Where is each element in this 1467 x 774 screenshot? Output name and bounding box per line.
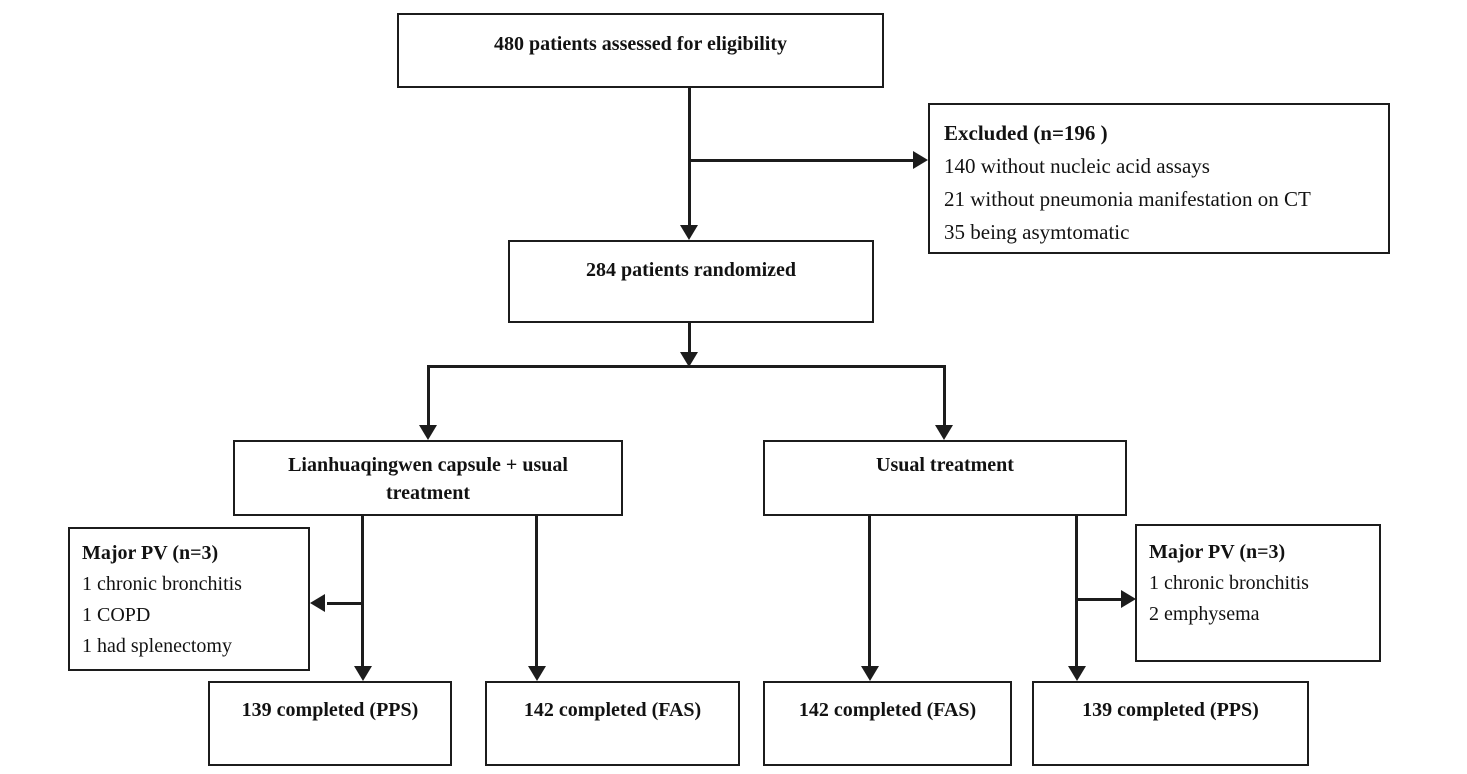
major-pv-left-item: 1 had splenectomy xyxy=(82,635,232,657)
major-pv-right-header: Major PV (n=3) xyxy=(1149,541,1286,563)
major-pv-left-item: 1 chronic bronchitis xyxy=(82,573,242,595)
completed-pps-right-label: 139 completed (PPS) xyxy=(1082,699,1259,721)
control-arm-label: Usual treatment xyxy=(876,454,1014,476)
arrowhead-down-icon xyxy=(1068,666,1086,681)
control-arm-box: Usual treatment xyxy=(763,440,1127,516)
connector-eligibility-randomized xyxy=(688,88,691,226)
completed-fas-right-label: 142 completed (FAS) xyxy=(798,699,977,721)
split-bar xyxy=(427,365,946,368)
completed-fas-left-label: 142 completed (FAS) xyxy=(523,699,702,721)
connector-randomized-split xyxy=(688,322,691,353)
arrowhead-right-icon xyxy=(913,151,928,169)
major-pv-left-item: 1 COPD xyxy=(82,604,151,626)
arrowhead-down-icon xyxy=(680,352,698,367)
eligibility-box: 480 patients assessed for eligibility xyxy=(397,13,884,88)
randomized-box: 284 patients randomized xyxy=(508,240,874,323)
connector-to-pv-right xyxy=(1077,598,1121,601)
arrowhead-down-icon xyxy=(528,666,546,681)
connector-to-pv-left xyxy=(327,602,364,605)
excluded-box: Excluded (n=196 ) 140 without nucleic ac… xyxy=(928,103,1390,254)
eligibility-label: 480 patients assessed for eligibility xyxy=(494,33,787,55)
connector-split-intervention xyxy=(427,365,430,425)
completed-pps-left-box: 139 completed (PPS) xyxy=(208,681,452,766)
major-pv-right-box: Major PV (n=3) 1 chronic bronchitis 2 em… xyxy=(1135,524,1381,662)
arrowhead-down-icon xyxy=(935,425,953,440)
arrowhead-down-icon xyxy=(354,666,372,681)
excluded-item: 35 being asymtomatic xyxy=(944,220,1130,244)
completed-pps-right-box: 139 completed (PPS) xyxy=(1032,681,1309,766)
major-pv-left-box: Major PV (n=3) 1 chronic bronchitis 1 CO… xyxy=(68,527,310,671)
connector-control-pps xyxy=(1075,515,1078,667)
connector-control-fas xyxy=(868,515,871,667)
intervention-arm-label: Lianhuaqingwen capsule + usual treatment xyxy=(288,454,568,504)
completed-fas-right-box: 142 completed (FAS) xyxy=(763,681,1012,766)
major-pv-right-item: 1 chronic bronchitis xyxy=(1149,572,1309,594)
excluded-item: 21 without pneumonia manifestation on CT xyxy=(944,187,1311,211)
arrowhead-down-icon xyxy=(419,425,437,440)
major-pv-right-item: 2 emphysema xyxy=(1149,603,1260,625)
major-pv-left-header: Major PV (n=3) xyxy=(82,542,219,564)
arrowhead-left-icon xyxy=(310,594,325,612)
excluded-item: 140 without nucleic acid assays xyxy=(944,154,1210,178)
arrowhead-right-icon xyxy=(1121,590,1136,608)
connector-split-control xyxy=(943,365,946,425)
randomized-label: 284 patients randomized xyxy=(586,259,796,281)
completed-fas-left-box: 142 completed (FAS) xyxy=(485,681,740,766)
connector-intervention-fas xyxy=(535,515,538,667)
excluded-header: Excluded (n=196 ) xyxy=(944,121,1108,145)
connector-intervention-pps xyxy=(361,515,364,667)
intervention-arm-box: Lianhuaqingwen capsule + usual treatment xyxy=(233,440,623,516)
completed-pps-left-label: 139 completed (PPS) xyxy=(241,699,419,721)
arrowhead-down-icon xyxy=(680,225,698,240)
arrowhead-down-icon xyxy=(861,666,879,681)
connector-to-excluded xyxy=(688,159,914,162)
